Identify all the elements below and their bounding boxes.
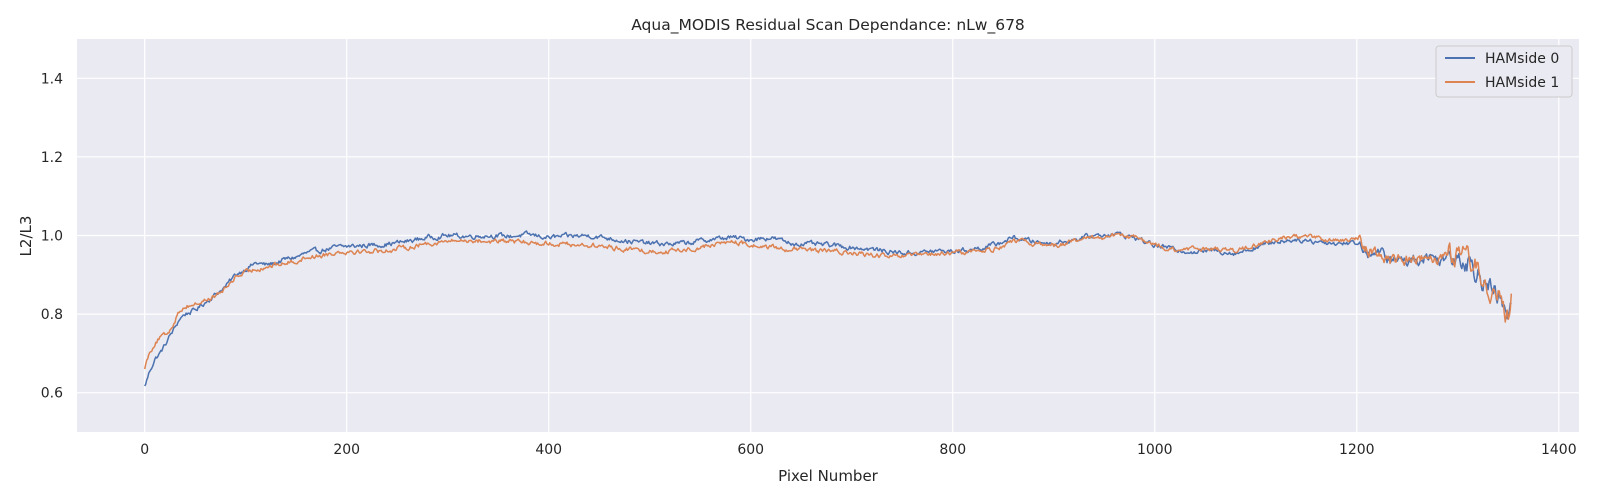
x-tick-label: 1200 (1339, 442, 1375, 458)
y-tick-label: 0.8 (41, 307, 63, 323)
y-tick-label: 1.2 (41, 150, 63, 166)
tick-layer: 0 200 400 600 800 1000 1200 1400 0.6 0.8 1.0 1.2 1.4 (41, 71, 1577, 458)
x-tick-label: 1000 (1137, 442, 1173, 458)
series-line-hamside-1 (143, 232, 1513, 370)
y-axis-label: L2/L3 (17, 216, 35, 257)
x-tick-label: 400 (535, 442, 562, 458)
x-tick-label: 0 (140, 442, 149, 458)
legend-label-hamside-1: HAMside 1 (1485, 75, 1559, 91)
x-tick-label: 1400 (1541, 442, 1577, 458)
x-tick-label: 600 (737, 442, 764, 458)
chart-title: Aqua_MODIS Residual Scan Dependance: nLw… (631, 16, 1025, 35)
legend: HAMside 0 HAMside 1 (1435, 45, 1573, 98)
legend-label-hamside-0: HAMside 0 (1485, 51, 1559, 67)
y-tick-label: 1.4 (41, 71, 63, 87)
x-axis-label: Pixel Number (778, 467, 879, 485)
x-tick-label: 800 (939, 442, 966, 458)
series-line-hamside-0 (144, 230, 1512, 387)
grid-layer (77, 39, 1579, 432)
series-layer (143, 230, 1513, 387)
y-tick-label: 0.6 (41, 386, 63, 402)
y-tick-label: 1.0 (41, 229, 63, 245)
x-tick-label: 200 (333, 442, 360, 458)
